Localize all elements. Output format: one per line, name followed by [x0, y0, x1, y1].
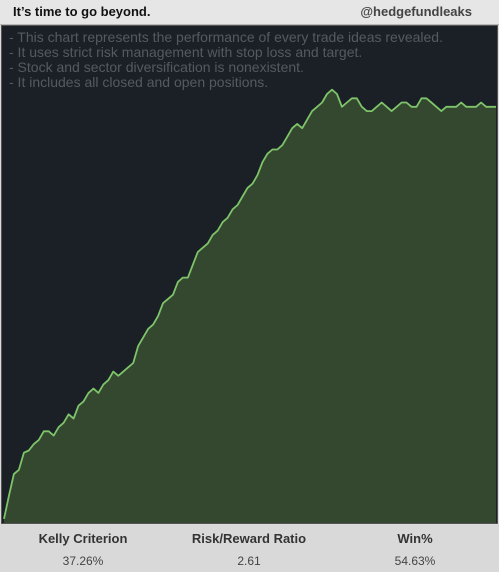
stat-value: 54.63% [394, 554, 436, 568]
chart-note: - Stock and sector diversification is no… [9, 59, 304, 75]
stat-win-percent: Win% 54.63% [332, 525, 498, 568]
stat-value: 37.26% [62, 554, 104, 568]
performance-chart: - This chart represents the performance … [1, 25, 498, 524]
chart-note: - This chart represents the performance … [9, 29, 443, 45]
chart-note: - It uses strict risk management with st… [9, 44, 363, 60]
stat-label: Kelly Criterion [38, 531, 128, 546]
chart-note: - It includes all closed and open positi… [9, 74, 269, 90]
equity-line [3, 88, 496, 520]
stat-value: 2.61 [237, 554, 261, 568]
stat-risk-reward-ratio: Risk/Reward Ratio 2.61 [166, 525, 332, 568]
header-bar: It’s time to go beyond. @hedgefundleaks [0, 0, 499, 25]
stat-label: Win% [397, 531, 433, 546]
twitter-handle[interactable]: @hedgefundleaks [360, 4, 472, 19]
stat-label: Risk/Reward Ratio [191, 531, 307, 546]
equity-curve-chart [3, 88, 496, 523]
stats-bar: Kelly Criterion 37.26% Risk/Reward Ratio… [0, 525, 499, 572]
chart-notes: - This chart represents the performance … [9, 30, 443, 90]
equity-area-fill [4, 89, 496, 523]
stat-kelly-criterion: Kelly Criterion 37.26% [0, 525, 166, 568]
page-title: It’s time to go beyond. [13, 4, 151, 19]
